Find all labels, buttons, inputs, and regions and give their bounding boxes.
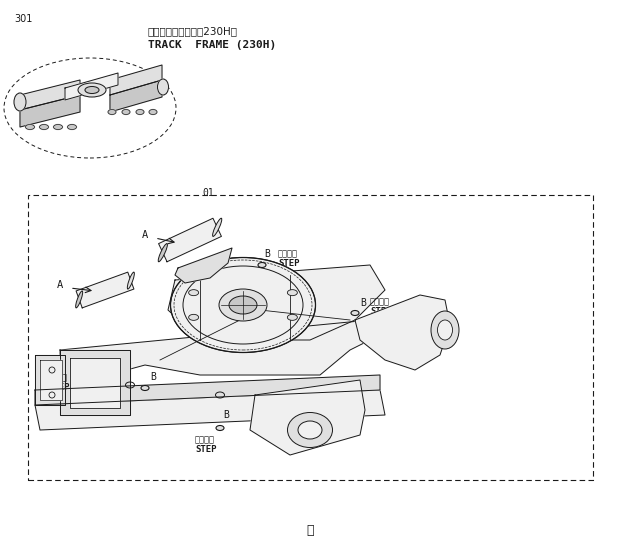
Text: Ⓜ: Ⓜ [306, 523, 314, 536]
Text: B: B [150, 372, 156, 382]
Ellipse shape [127, 272, 135, 289]
Polygon shape [35, 390, 385, 430]
Ellipse shape [76, 291, 82, 308]
Text: B: B [264, 249, 270, 259]
Ellipse shape [149, 110, 157, 115]
Ellipse shape [351, 311, 359, 315]
Ellipse shape [158, 244, 167, 262]
Text: 01: 01 [202, 188, 214, 198]
Ellipse shape [219, 289, 267, 321]
Polygon shape [35, 375, 380, 405]
Ellipse shape [78, 83, 106, 97]
Text: トラックフレーム（230H）: トラックフレーム（230H） [148, 26, 238, 36]
Ellipse shape [122, 110, 130, 115]
Bar [28, 195, 593, 480]
Ellipse shape [170, 257, 316, 352]
Text: TRACK  FRAME (230H): TRACK FRAME (230H) [148, 40, 277, 50]
Ellipse shape [188, 289, 198, 295]
Polygon shape [40, 360, 62, 400]
Ellipse shape [438, 320, 453, 340]
Ellipse shape [287, 289, 298, 295]
Ellipse shape [53, 124, 63, 129]
Polygon shape [110, 65, 162, 95]
Ellipse shape [85, 86, 99, 93]
Polygon shape [70, 358, 120, 408]
Polygon shape [20, 95, 80, 127]
Ellipse shape [258, 262, 266, 268]
Polygon shape [355, 295, 450, 370]
Polygon shape [159, 218, 221, 262]
Polygon shape [60, 350, 130, 415]
Ellipse shape [431, 311, 459, 349]
Ellipse shape [216, 426, 224, 431]
Polygon shape [250, 380, 365, 455]
Polygon shape [168, 265, 385, 340]
Text: A: A [57, 280, 63, 290]
Text: STEP: STEP [278, 258, 299, 268]
Text: 301: 301 [14, 14, 32, 24]
Text: STEP: STEP [370, 306, 391, 315]
Ellipse shape [288, 413, 332, 447]
Ellipse shape [68, 124, 76, 129]
Text: STEP: STEP [195, 445, 216, 453]
Text: ステップ: ステップ [370, 298, 390, 306]
Text: B: B [360, 298, 366, 308]
Ellipse shape [14, 93, 26, 111]
Text: ステップ: ステップ [278, 249, 298, 258]
Text: A: A [142, 230, 148, 240]
Ellipse shape [136, 110, 144, 115]
Polygon shape [175, 248, 232, 283]
Ellipse shape [213, 218, 222, 236]
Text: B: B [223, 410, 229, 420]
Polygon shape [110, 80, 162, 112]
Polygon shape [60, 310, 390, 380]
Ellipse shape [141, 386, 149, 390]
Ellipse shape [108, 110, 116, 115]
Text: ステップ: ステップ [195, 435, 215, 445]
Ellipse shape [157, 79, 169, 95]
Text: STEP: STEP [48, 382, 69, 392]
Polygon shape [20, 80, 80, 110]
Polygon shape [65, 73, 118, 100]
Polygon shape [76, 272, 134, 308]
Polygon shape [35, 355, 65, 405]
Ellipse shape [298, 421, 322, 439]
Ellipse shape [287, 314, 298, 320]
Ellipse shape [40, 124, 48, 129]
Text: ステップ: ステップ [48, 374, 68, 382]
Ellipse shape [229, 296, 257, 314]
Ellipse shape [25, 124, 35, 129]
Ellipse shape [188, 314, 198, 320]
